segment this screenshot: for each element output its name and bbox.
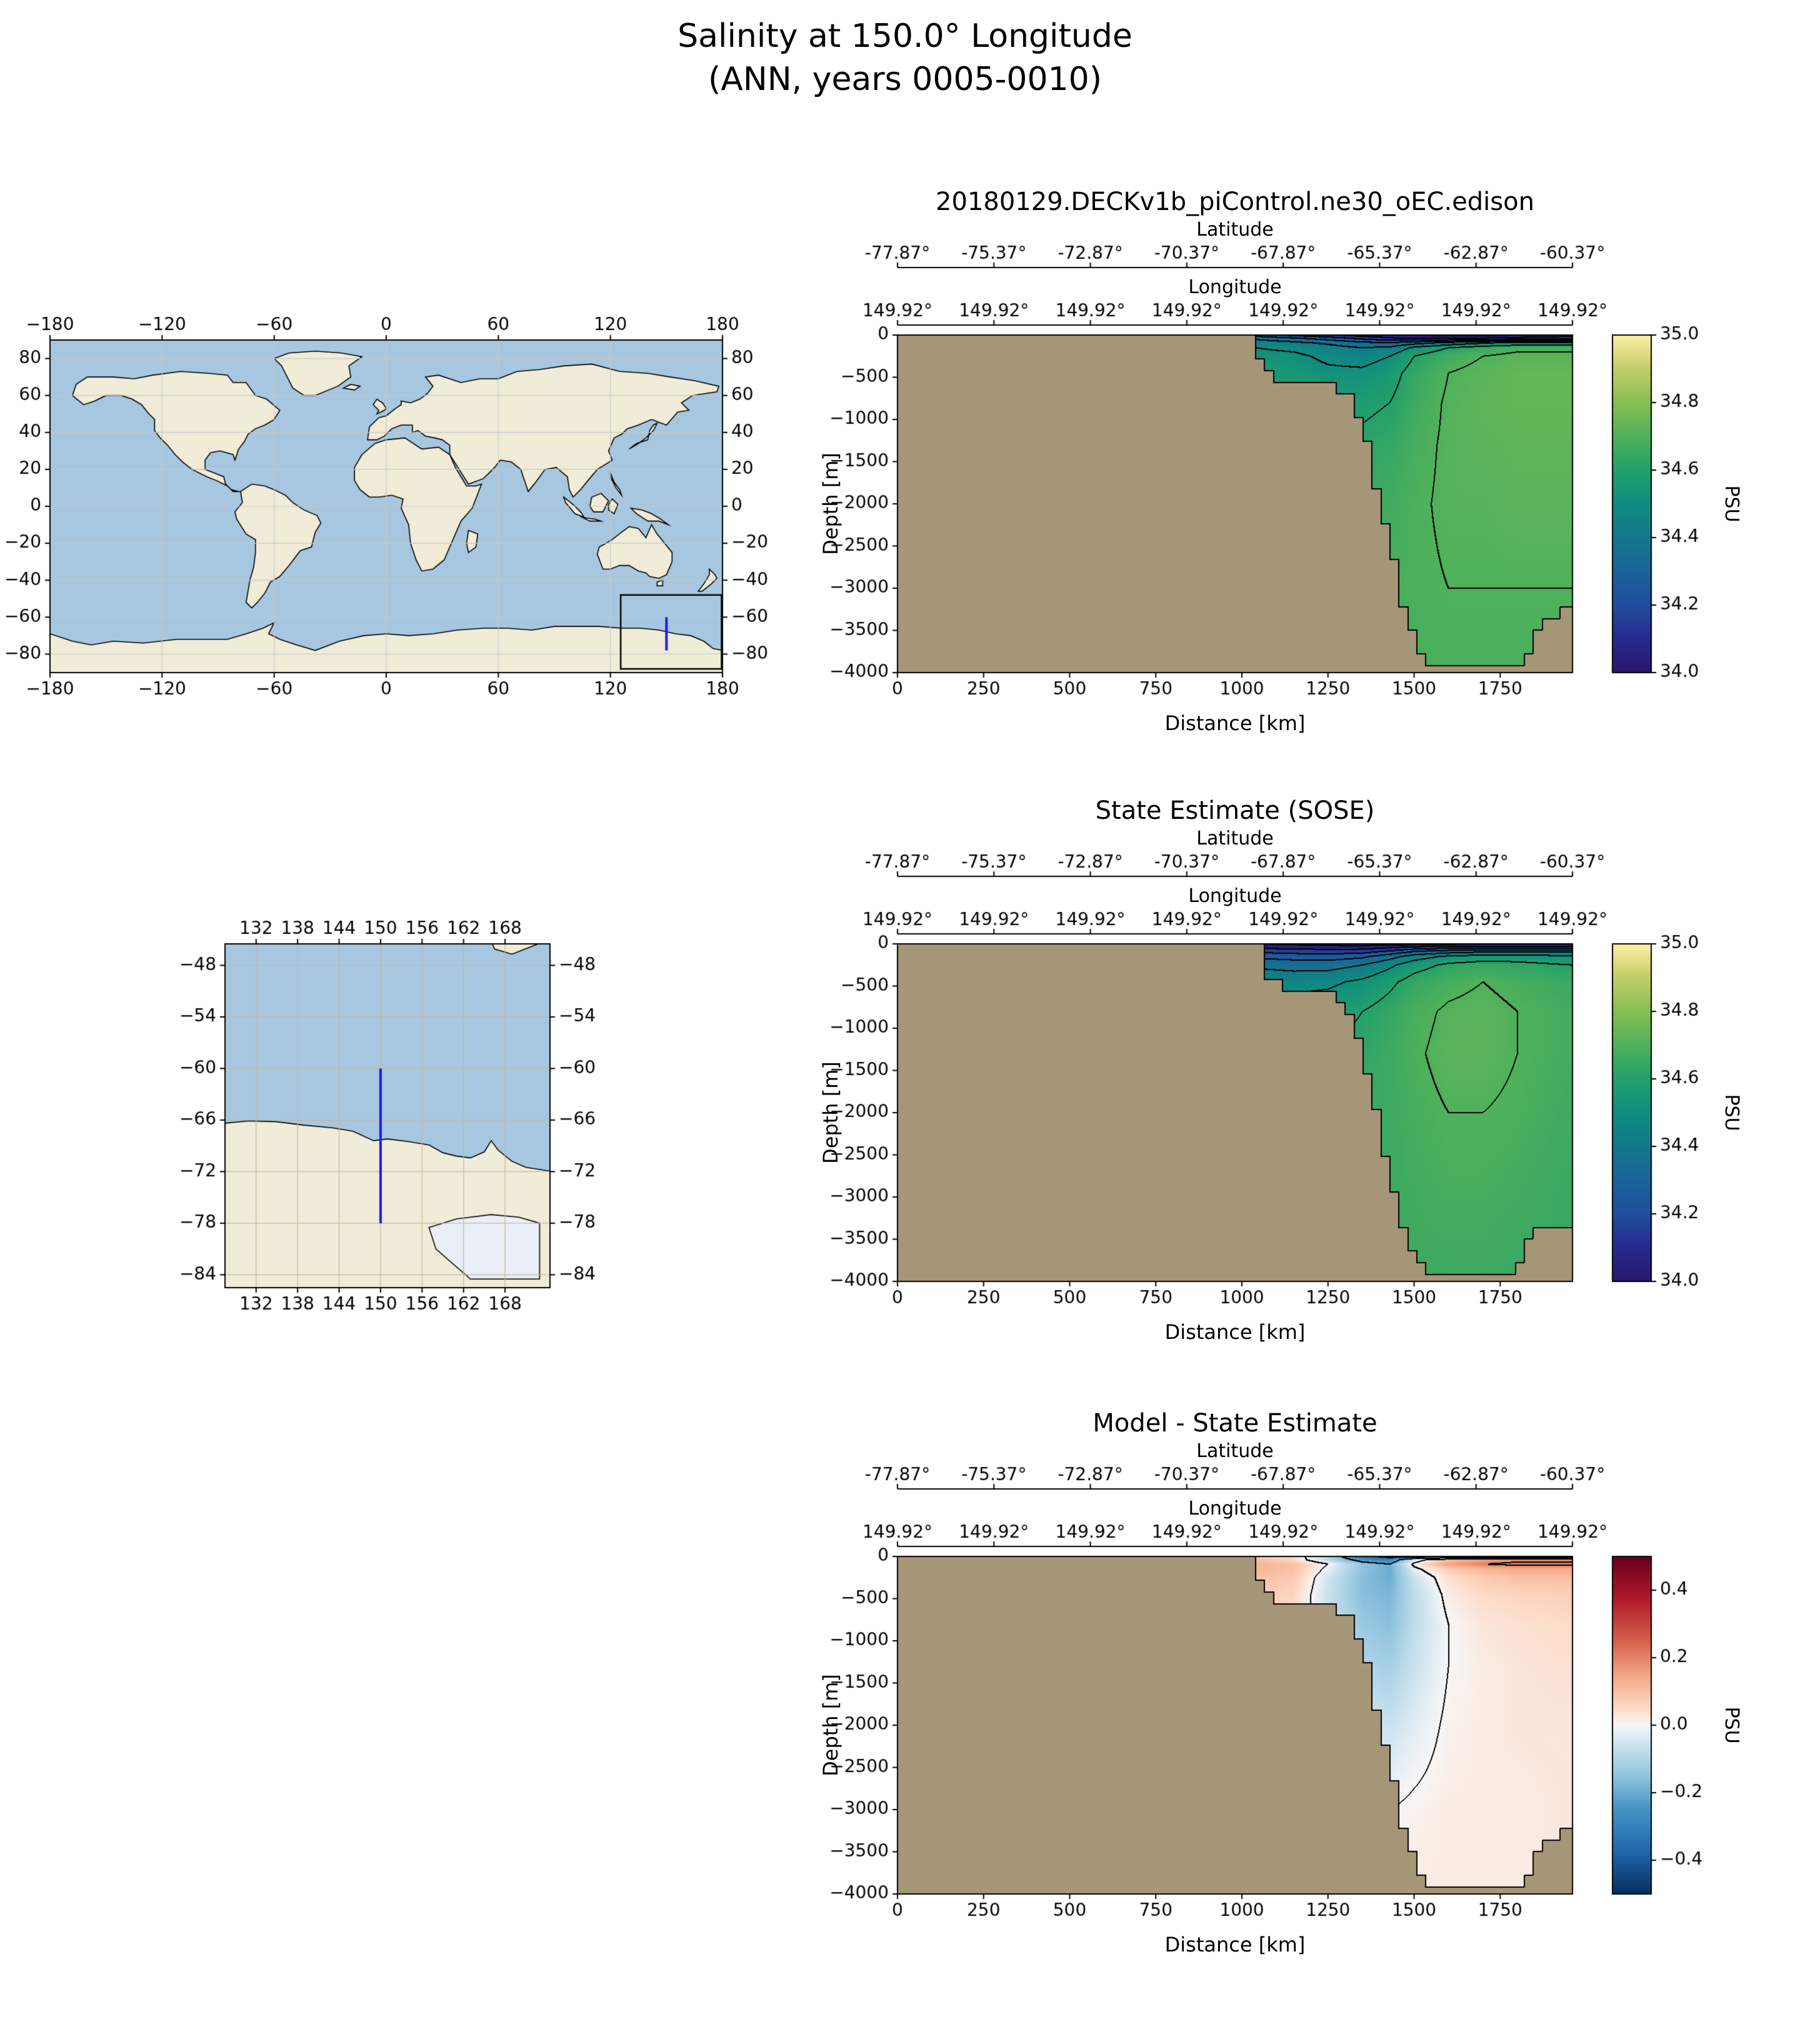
depth-axis-label: Depth [m] bbox=[819, 453, 842, 555]
panel-title: 20180129.DECKv1b_piControl.ne30_oEC.edis… bbox=[936, 188, 1534, 216]
colorbar-unit-label: PSU bbox=[1721, 1706, 1742, 1744]
difference-section-panel: Model - State Estimate Latitude Longitud… bbox=[798, 1409, 1772, 1971]
panel-title: State Estimate (SOSE) bbox=[1095, 796, 1375, 825]
distance-axis-label: Distance [km] bbox=[1164, 711, 1306, 735]
sose-section-panel: State Estimate (SOSE) Latitude Longitude… bbox=[798, 796, 1772, 1359]
model-section-panel: 20180129.DECKv1b_piControl.ne30_oEC.edis… bbox=[798, 188, 1772, 750]
zoom-map-panel bbox=[169, 900, 606, 1338]
colorbar-unit-label: PSU bbox=[1721, 485, 1742, 523]
longitude-axis-label: Longitude bbox=[1188, 885, 1282, 907]
longitude-axis-label: Longitude bbox=[1188, 1498, 1282, 1520]
figure-title-line2: (ANN, years 0005-0010) bbox=[708, 60, 1102, 98]
model-section-canvas bbox=[798, 219, 1772, 750]
depth-axis-label: Depth [m] bbox=[819, 1674, 842, 1776]
distance-axis-label: Distance [km] bbox=[1164, 1933, 1306, 1956]
depth-axis-label: Depth [m] bbox=[819, 1061, 842, 1164]
figure-title-line1: Salinity at 150.0° Longitude bbox=[678, 18, 1132, 55]
panel-title: Model - State Estimate bbox=[1092, 1409, 1378, 1438]
sose-section-canvas bbox=[798, 828, 1772, 1359]
longitude-axis-label: Longitude bbox=[1188, 276, 1282, 298]
world-map-canvas bbox=[6, 300, 781, 731]
latitude-axis-label: Latitude bbox=[1196, 219, 1274, 241]
distance-axis-label: Distance [km] bbox=[1164, 1320, 1306, 1344]
world-map-panel bbox=[6, 300, 781, 731]
figure-title: Salinity at 150.0° Longitude (ANN, years… bbox=[0, 15, 1810, 101]
colorbar-unit-label: PSU bbox=[1721, 1094, 1742, 1131]
latitude-axis-label: Latitude bbox=[1196, 828, 1274, 849]
difference-section-canvas bbox=[798, 1440, 1772, 1971]
zoom-map-canvas bbox=[169, 900, 606, 1338]
latitude-axis-label: Latitude bbox=[1196, 1440, 1274, 1462]
